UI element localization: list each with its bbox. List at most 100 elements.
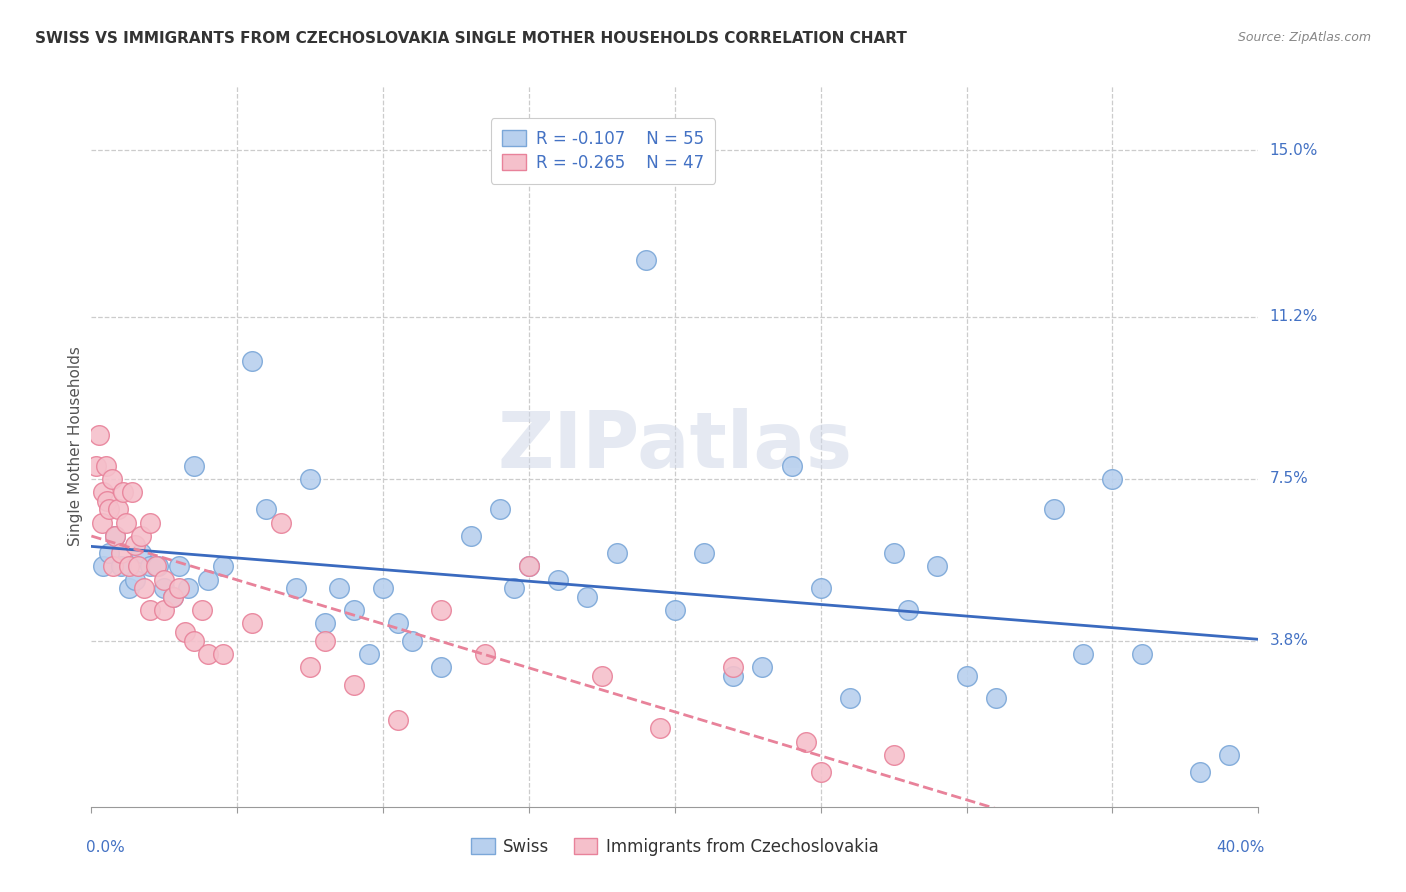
Point — [96, 493, 118, 508]
Y-axis label: Single Mother Households: Single Mother Households — [67, 346, 83, 546]
Point — [197, 647, 219, 661]
Point — [153, 573, 176, 587]
Text: 40.0%: 40.0% — [1216, 839, 1264, 855]
Point — [1101, 472, 1123, 486]
Point — [191, 603, 214, 617]
Point — [97, 546, 120, 560]
Point — [240, 353, 263, 368]
Point — [173, 625, 195, 640]
Point — [927, 559, 949, 574]
Legend: Swiss, Immigrants from Czechoslovakia: Swiss, Immigrants from Czechoslovakia — [463, 830, 887, 864]
Point — [183, 633, 205, 648]
Text: Source: ZipAtlas.com: Source: ZipAtlas.com — [1237, 31, 1371, 45]
Point — [1043, 502, 1066, 516]
Point — [124, 573, 146, 587]
Point — [1073, 647, 1095, 661]
Point — [104, 529, 127, 543]
Point — [591, 669, 613, 683]
Point — [430, 660, 453, 674]
Point — [167, 559, 190, 574]
Point — [121, 485, 143, 500]
Point — [387, 713, 409, 727]
Point — [401, 633, 423, 648]
Text: ZIPatlas: ZIPatlas — [498, 408, 852, 484]
Point — [197, 573, 219, 587]
Point — [489, 502, 512, 516]
Point — [211, 647, 233, 661]
Point — [138, 559, 162, 574]
Point — [118, 559, 141, 574]
Point — [211, 559, 233, 574]
Point — [314, 616, 336, 631]
Point — [94, 458, 117, 473]
Text: 7.5%: 7.5% — [1270, 471, 1308, 486]
Point — [897, 603, 920, 617]
Point — [664, 603, 686, 617]
Point — [460, 529, 482, 543]
Point — [110, 559, 132, 574]
Point — [576, 590, 599, 604]
Point — [1130, 647, 1153, 661]
Point — [838, 690, 860, 705]
Text: 15.0%: 15.0% — [1270, 143, 1317, 158]
Text: SWISS VS IMMIGRANTS FROM CZECHOSLOVAKIA SINGLE MOTHER HOUSEHOLDS CORRELATION CHA: SWISS VS IMMIGRANTS FROM CZECHOSLOVAKIA … — [35, 31, 907, 46]
Point — [167, 582, 190, 596]
Point — [97, 502, 120, 516]
Point — [650, 722, 672, 736]
Point — [1189, 765, 1212, 780]
Point — [780, 458, 803, 473]
Point — [387, 616, 409, 631]
Point — [503, 582, 526, 596]
Point — [153, 603, 176, 617]
Point — [984, 690, 1007, 705]
Point — [956, 669, 979, 683]
Text: 11.2%: 11.2% — [1270, 310, 1317, 325]
Point — [91, 485, 114, 500]
Point — [103, 559, 125, 574]
Point — [517, 559, 540, 574]
Text: 0.0%: 0.0% — [86, 839, 124, 855]
Point — [794, 734, 817, 748]
Point — [810, 765, 832, 780]
Point — [127, 559, 149, 574]
Point — [517, 559, 540, 574]
Point — [751, 660, 773, 674]
Point — [883, 747, 905, 762]
Point — [129, 529, 152, 543]
Point — [723, 669, 745, 683]
Point — [328, 582, 350, 596]
Point — [162, 590, 184, 604]
Point — [240, 616, 263, 631]
Point — [91, 559, 114, 574]
Point — [634, 252, 657, 267]
Point — [183, 458, 205, 473]
Point — [693, 546, 716, 560]
Point — [176, 582, 198, 596]
Point — [299, 472, 322, 486]
Point — [343, 678, 366, 692]
Point — [115, 516, 138, 530]
Text: 3.8%: 3.8% — [1270, 633, 1309, 648]
Point — [723, 660, 745, 674]
Point — [129, 546, 152, 560]
Point — [284, 582, 307, 596]
Point — [162, 590, 184, 604]
Point — [606, 546, 628, 560]
Point — [101, 472, 124, 486]
Point — [118, 582, 141, 596]
Point — [84, 458, 107, 473]
Point — [112, 485, 135, 500]
Point — [474, 647, 496, 661]
Point — [87, 428, 110, 442]
Point — [138, 603, 162, 617]
Point — [314, 633, 336, 648]
Point — [810, 582, 832, 596]
Point — [132, 582, 155, 596]
Point — [153, 582, 176, 596]
Point — [138, 516, 162, 530]
Point — [104, 529, 127, 543]
Point — [1218, 747, 1240, 762]
Point — [110, 546, 132, 560]
Point — [124, 537, 146, 551]
Point — [145, 559, 167, 574]
